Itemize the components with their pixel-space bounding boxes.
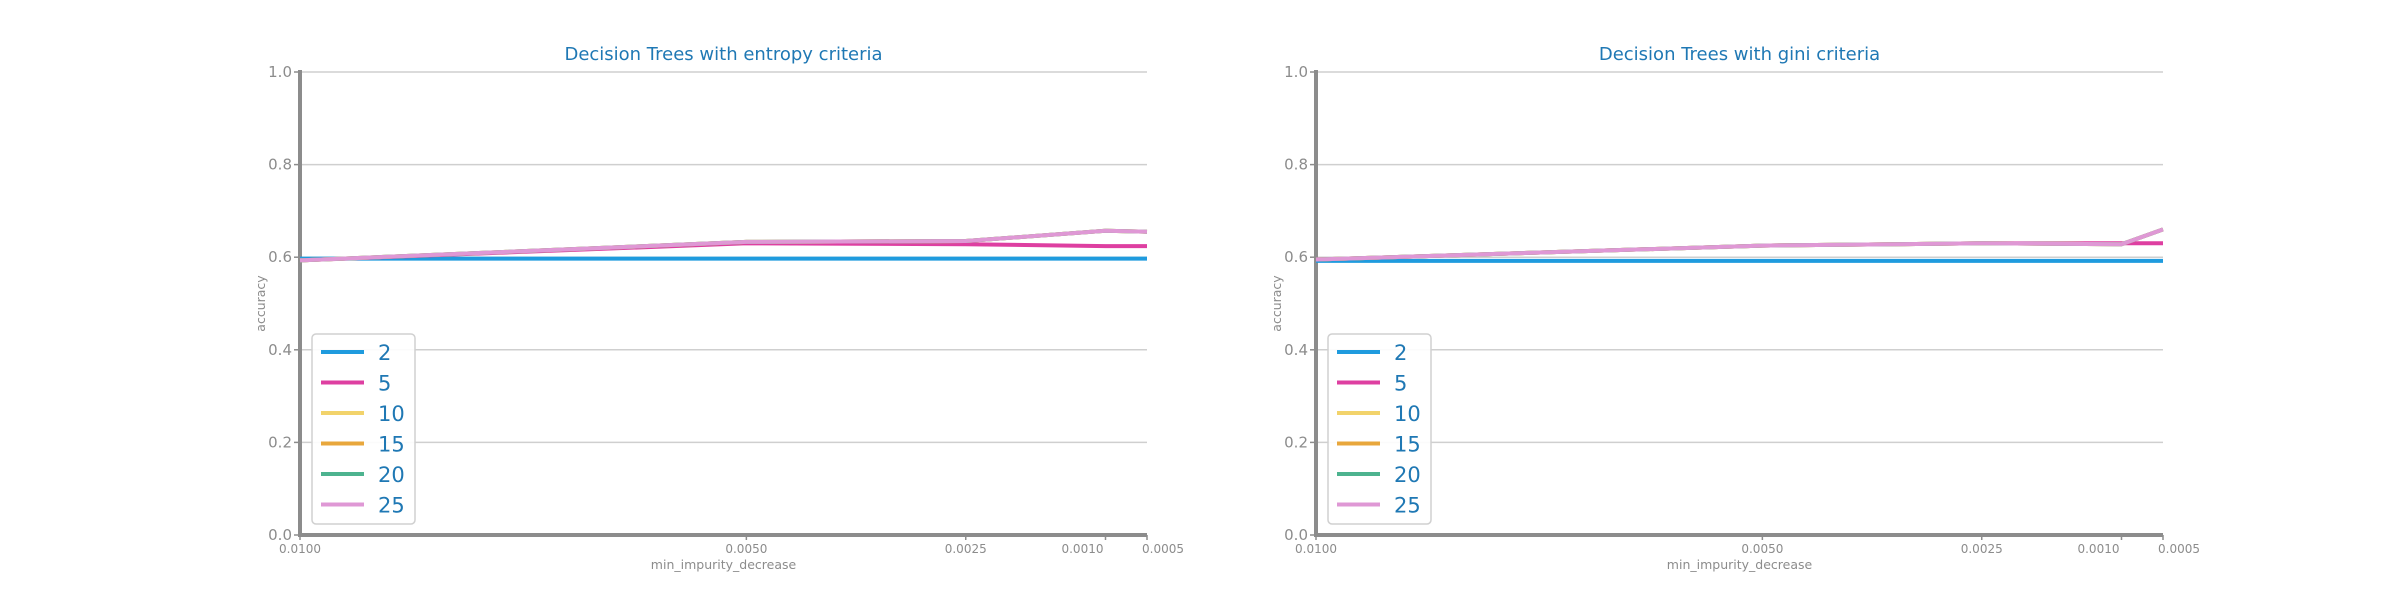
y-tick-label: 0.6 [1284,248,1308,266]
x-tick-label: 0.0010 [2077,542,2119,556]
x-tick-label: 0.0050 [725,542,767,556]
chart-title: Decision Trees with entropy criteria [564,44,882,65]
x-tick-label: 0.0100 [279,542,321,556]
x-tick-label: 0.0005 [2158,542,2200,556]
y-axis-label: accuracy [1269,275,1284,332]
legend-label: 10 [378,402,405,426]
legend-label: 15 [1394,433,1421,457]
y-tick-label: 0.2 [268,433,292,451]
legend-label: 2 [378,341,391,365]
legend-label: 25 [378,494,405,518]
chart-panel-2: Decision Trees with gini criteria0.00.20… [1269,44,2200,572]
legend-label: 10 [1394,402,1421,426]
x-axis-label: min_impurity_decrease [651,557,797,572]
legend-label: 2 [1394,341,1407,365]
legend-label: 5 [378,372,391,396]
y-tick-label: 1.0 [1284,63,1308,81]
x-tick-label: 0.0100 [1295,542,1337,556]
x-tick-label: 0.0005 [1142,542,1184,556]
x-tick-label: 0.0025 [945,542,987,556]
legend-label: 15 [378,433,405,457]
y-tick-label: 0.2 [1284,433,1308,451]
x-tick-label: 0.0025 [1961,542,2003,556]
y-tick-label: 0.4 [268,341,292,359]
y-tick-label: 0.8 [1284,156,1308,174]
chart-panel-1: Decision Trees with entropy criteria 0.00… [253,44,1184,572]
y-tick-label: 0.8 [268,156,292,174]
legend-label: 25 [1394,494,1421,518]
legend-label: 20 [378,463,405,487]
legend-label: 5 [1394,372,1407,396]
series-line-25 [1316,229,2163,259]
x-tick-label: 0.0010 [1061,542,1103,556]
y-tick-label: 0.6 [268,248,292,266]
x-tick-label: 0.0050 [1741,542,1783,556]
x-axis-label: min_impurity_decrease [1667,557,1813,572]
chart-title: Decision Trees with gini criteria [1599,44,1880,65]
y-tick-label: 1.0 [268,63,292,81]
y-tick-label: 0.4 [1284,341,1308,359]
y-axis-label: accuracy [253,275,268,332]
legend-label: 20 [1394,463,1421,487]
